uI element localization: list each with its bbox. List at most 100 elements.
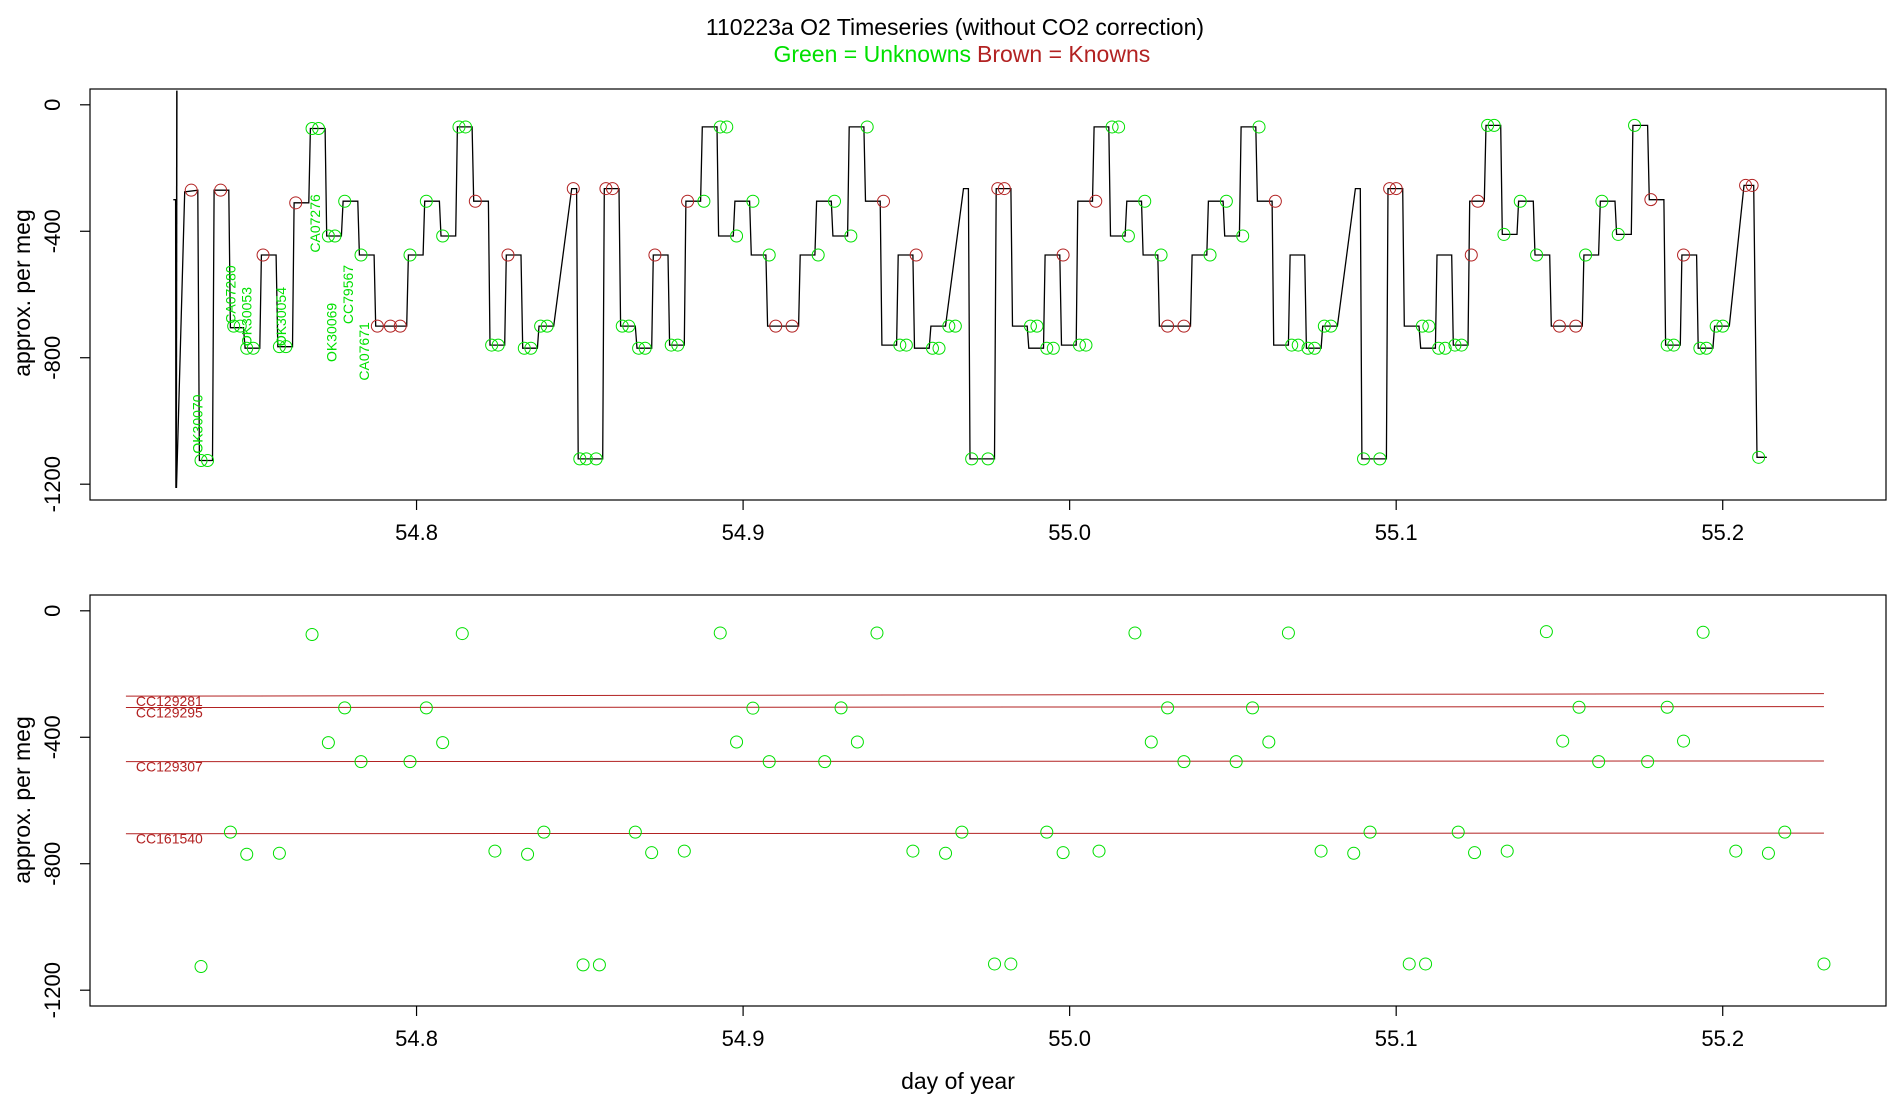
unknown-marker <box>1373 452 1387 466</box>
residual-point <box>537 825 551 839</box>
unknown-marker <box>517 341 531 355</box>
residual-point <box>677 844 691 858</box>
known-marker <box>991 182 1005 196</box>
unknown-marker <box>1112 120 1126 134</box>
unknown-marker <box>1716 319 1730 333</box>
unknown-marker <box>1308 341 1322 355</box>
known-marker <box>1383 182 1397 196</box>
unknown-marker <box>1030 319 1044 333</box>
residual-point <box>850 735 864 749</box>
reference-line <box>125 760 1824 763</box>
unknown-marker <box>534 319 548 333</box>
unknown-marker <box>419 194 433 208</box>
reference-line <box>125 832 1824 835</box>
residual-y-tick-label: -800 <box>40 842 65 886</box>
timeseries-y-tick-label: -800 <box>40 336 65 380</box>
unknown-marker <box>1530 248 1544 262</box>
unknown-marker <box>1285 338 1299 352</box>
residual-point <box>870 626 884 640</box>
residual-x-tick-label: 55.1 <box>1375 1026 1418 1051</box>
unknown-marker <box>1497 227 1511 241</box>
residual-point <box>1040 825 1054 839</box>
unknown-marker <box>1203 248 1217 262</box>
known-marker <box>769 319 783 333</box>
unknown-marker <box>1487 118 1501 132</box>
residual-point <box>305 628 319 642</box>
unknown-marker <box>1317 319 1331 333</box>
unknown-marker <box>844 229 858 243</box>
residual-point <box>1539 625 1553 639</box>
unknown-marker <box>233 319 247 333</box>
timeseries-x-tick-label: 55.2 <box>1701 520 1744 545</box>
unknown-marker <box>1121 229 1135 243</box>
unknown-marker <box>828 194 842 208</box>
residual-x-tick-label: 54.9 <box>722 1026 765 1051</box>
unknown-marker <box>1579 248 1593 262</box>
timeseries-y-axis-label: approx. per meg <box>9 209 35 376</box>
residual-point <box>955 825 969 839</box>
unknown-marker <box>899 338 913 352</box>
residual-point <box>1246 701 1260 715</box>
known-marker <box>566 182 580 196</box>
residual-point <box>1262 735 1276 749</box>
known-marker <box>1644 193 1658 207</box>
x-axis-label: day of year <box>901 1068 1015 1094</box>
unknown-marker <box>1432 341 1446 355</box>
unknown-marker <box>942 319 956 333</box>
unknown-marker <box>589 452 603 466</box>
known-marker <box>681 194 695 208</box>
unknown-marker <box>227 319 241 333</box>
unknown-marker <box>671 338 685 352</box>
unknown-marker <box>664 338 678 352</box>
unknown-marker <box>1454 338 1468 352</box>
known-marker <box>214 183 228 197</box>
unknown-marker <box>1040 341 1054 355</box>
unknown-marker <box>1595 194 1609 208</box>
unknown-marker <box>1628 118 1642 132</box>
cylinder-id-label: CC79567 <box>340 265 356 324</box>
residual-point <box>338 701 352 715</box>
residual-point <box>1363 825 1377 839</box>
unknown-marker <box>524 341 538 355</box>
unknown-marker <box>1138 194 1152 208</box>
timeseries-y-tick-label: -400 <box>40 209 65 253</box>
unknown-marker <box>321 229 335 243</box>
unknown-marker <box>615 319 629 333</box>
unknown-marker <box>459 120 473 134</box>
residual-point <box>1468 846 1482 860</box>
reference-line-label: CC129295 <box>136 705 203 721</box>
cylinder-id-label: CA07671 <box>356 322 372 381</box>
unknown-marker <box>1438 341 1452 355</box>
unknown-marker <box>312 122 326 136</box>
residual-point <box>272 846 286 860</box>
reference-line-label: CC129307 <box>136 759 203 775</box>
unknown-marker <box>1324 319 1338 333</box>
residual-point <box>194 959 208 973</box>
unknown-marker <box>1357 452 1371 466</box>
known-marker <box>501 248 515 262</box>
legend-green-label: Green = Unknowns <box>773 41 971 67</box>
residual-point <box>628 825 642 839</box>
unknown-marker <box>811 248 825 262</box>
unknown-marker <box>1611 227 1625 241</box>
residual-point <box>834 701 848 715</box>
unknown-marker <box>632 341 646 355</box>
unknown-marker <box>932 341 946 355</box>
unknown-marker <box>948 319 962 333</box>
known-marker <box>997 182 1011 196</box>
known-marker <box>1745 178 1759 192</box>
residual-x-tick-label: 55.0 <box>1048 1026 1091 1051</box>
residual-point <box>1056 846 1070 860</box>
residual-point <box>1778 825 1792 839</box>
unknown-marker <box>1023 319 1037 333</box>
residual-point <box>419 701 433 715</box>
unknown-marker <box>328 229 342 243</box>
unknown-marker <box>1481 118 1495 132</box>
residual-point <box>1677 734 1691 748</box>
unknown-marker <box>194 453 208 467</box>
cylinder-id-label: CA07280 <box>222 265 238 324</box>
residual-point <box>403 755 417 769</box>
residual-point <box>1004 957 1018 971</box>
unknown-marker <box>1079 338 1093 352</box>
